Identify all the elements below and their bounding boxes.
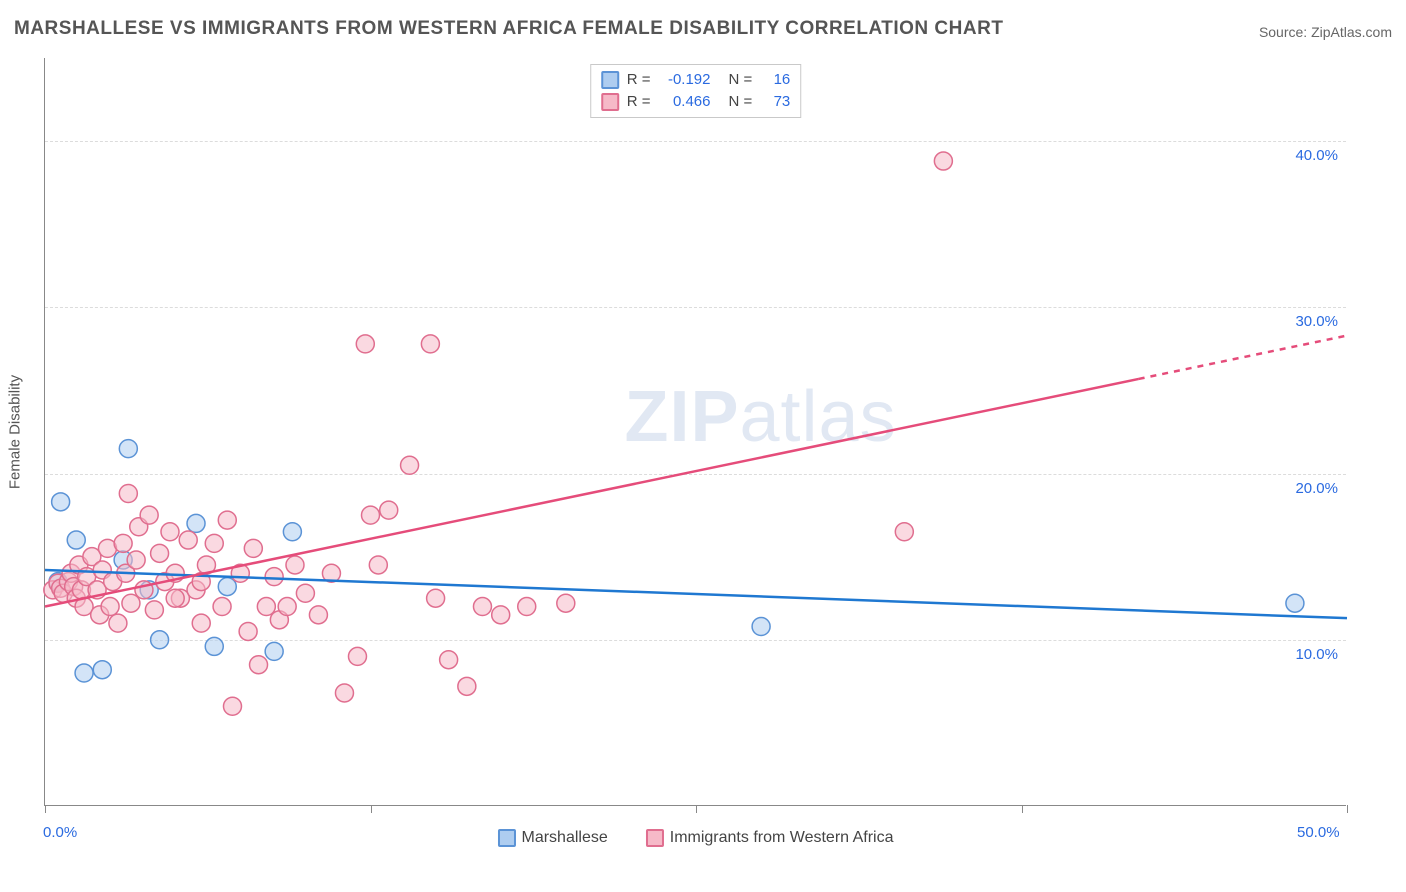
scatter-point (166, 589, 184, 607)
scatter-point (192, 614, 210, 632)
scatter-point (492, 606, 510, 624)
scatter-point (473, 598, 491, 616)
scatter-point (518, 598, 536, 616)
trend-line (45, 379, 1139, 607)
scatter-point (348, 647, 366, 665)
scatter-point (52, 493, 70, 511)
scatter-point (114, 534, 132, 552)
scatter-point (265, 642, 283, 660)
legend-bottom: Marshallese Immigrants from Western Afri… (497, 829, 893, 847)
scatter-point (362, 506, 380, 524)
scatter-point (119, 485, 137, 503)
scatter-point (145, 601, 163, 619)
scatter-point (440, 651, 458, 669)
scatter-point (239, 622, 257, 640)
trend-line (45, 570, 1347, 618)
swatch-icon (497, 829, 515, 847)
y-tick-label: 30.0% (1295, 313, 1338, 330)
scatter-point (75, 664, 93, 682)
scatter-point (140, 506, 158, 524)
scatter-point (335, 684, 353, 702)
chart-plot-area: Female Disability ZIPatlas R = -0.192 N … (44, 58, 1346, 806)
stat-label-r: R = (627, 91, 651, 113)
scatter-point (109, 614, 127, 632)
scatter-point (205, 534, 223, 552)
scatter-point (265, 568, 283, 586)
scatter-point (213, 598, 231, 616)
scatter-point (752, 617, 770, 635)
source-attribution: Source: ZipAtlas.com (1259, 24, 1392, 40)
scatter-point (101, 598, 119, 616)
stat-value-n: 16 (760, 69, 790, 91)
scatter-point (67, 531, 85, 549)
swatch-icon (601, 93, 619, 111)
scatter-point (283, 523, 301, 541)
scatter-point (296, 584, 314, 602)
x-tick-mark (1347, 805, 1348, 813)
y-tick-label: 10.0% (1295, 646, 1338, 663)
scatter-point (223, 697, 241, 715)
y-axis-label: Female Disability (7, 374, 24, 488)
x-tick-label: 50.0% (1297, 824, 1340, 841)
scatter-point (205, 637, 223, 655)
scatter-point (427, 589, 445, 607)
scatter-point (278, 598, 296, 616)
scatter-svg (45, 58, 1346, 805)
scatter-point (934, 152, 952, 170)
scatter-point (244, 539, 262, 557)
legend-item-marshallese: Marshallese (497, 829, 607, 847)
scatter-point (458, 677, 476, 695)
chart-title: MARSHALLESE VS IMMIGRANTS FROM WESTERN A… (14, 18, 1003, 40)
scatter-point (187, 514, 205, 532)
scatter-point (356, 335, 374, 353)
source-prefix: Source: (1259, 24, 1311, 40)
stats-row-marshallese: R = -0.192 N = 16 (601, 69, 791, 91)
correlation-stats-box: R = -0.192 N = 16 R = 0.466 N = 73 (590, 64, 802, 118)
scatter-point (218, 511, 236, 529)
scatter-point (401, 456, 419, 474)
stats-row-wafrica: R = 0.466 N = 73 (601, 91, 791, 113)
legend-label: Immigrants from Western Africa (670, 829, 894, 846)
stat-value-n: 73 (760, 91, 790, 113)
legend-item-wafrica: Immigrants from Western Africa (646, 829, 894, 847)
x-tick-mark (696, 805, 697, 813)
scatter-point (286, 556, 304, 574)
y-tick-label: 20.0% (1295, 480, 1338, 497)
scatter-point (895, 523, 913, 541)
stat-value-r: 0.466 (659, 91, 711, 113)
x-tick-mark (45, 805, 46, 813)
swatch-icon (646, 829, 664, 847)
y-tick-label: 40.0% (1295, 147, 1338, 164)
scatter-point (119, 440, 137, 458)
stat-value-r: -0.192 (659, 69, 711, 91)
scatter-point (557, 594, 575, 612)
scatter-point (1286, 594, 1304, 612)
scatter-point (161, 523, 179, 541)
scatter-point (309, 606, 327, 624)
swatch-icon (601, 71, 619, 89)
stat-label-r: R = (627, 69, 651, 91)
x-tick-mark (371, 805, 372, 813)
scatter-point (380, 501, 398, 519)
scatter-point (421, 335, 439, 353)
legend-label: Marshallese (521, 829, 607, 846)
stat-label-n: N = (729, 69, 753, 91)
source-name: ZipAtlas.com (1311, 24, 1392, 40)
stat-label-n: N = (729, 91, 753, 113)
x-tick-mark (1022, 805, 1023, 813)
scatter-point (151, 544, 169, 562)
scatter-point (369, 556, 387, 574)
scatter-point (127, 551, 145, 569)
trend-line-extrapolated (1139, 336, 1347, 379)
scatter-point (179, 531, 197, 549)
x-tick-label: 0.0% (43, 824, 77, 841)
scatter-point (93, 661, 111, 679)
scatter-point (250, 656, 268, 674)
scatter-point (151, 631, 169, 649)
